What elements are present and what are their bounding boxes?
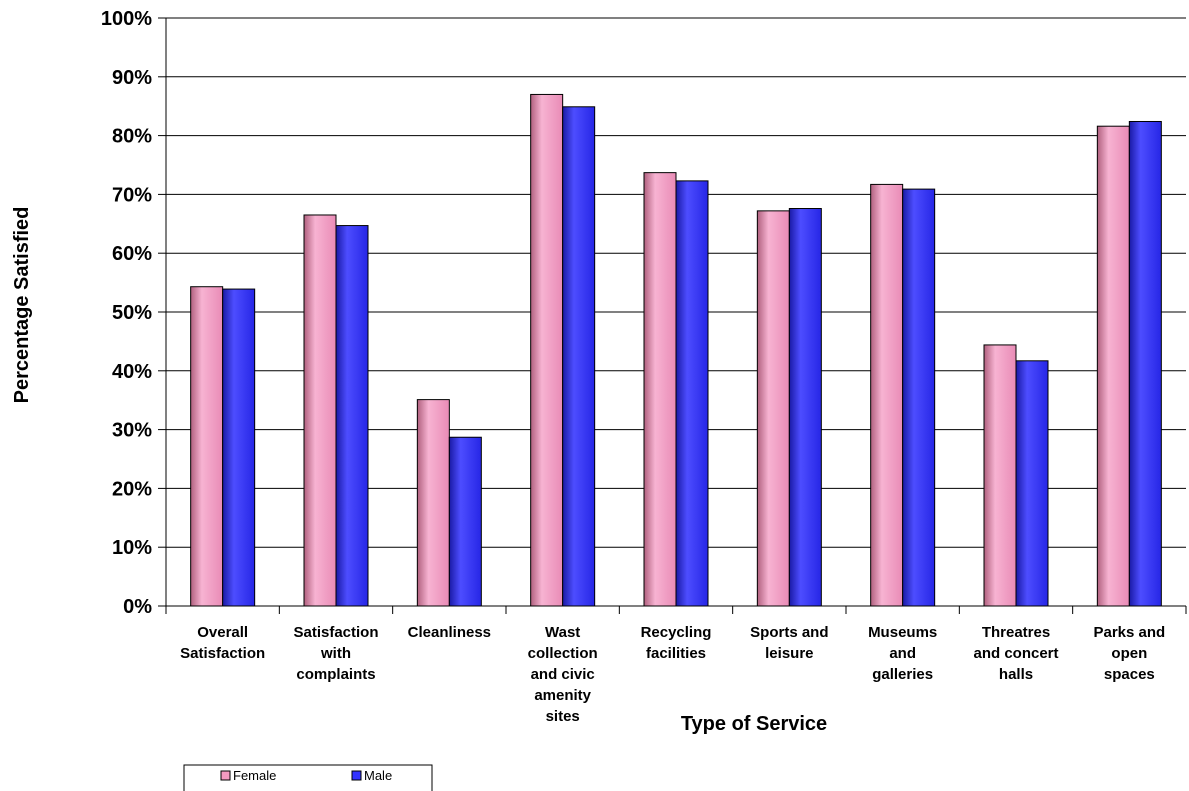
x-category-label: Museums [868,624,937,641]
x-category-label: Recycling [641,624,712,641]
y-tick-label: 40% [112,361,152,383]
bar-male [788,208,822,607]
x-category-label: Parks and [1093,624,1165,641]
x-category-label: open [1111,645,1147,662]
x-category-label: galleries [872,666,933,683]
x-category-label: Satisfaction [180,645,265,662]
legend-swatch-male [351,770,362,781]
x-category-label: collection [528,645,598,662]
y-tick-label: 80% [112,126,152,148]
y-tick-label: 100% [101,8,152,30]
bar-male [1128,120,1162,607]
x-category-label: amenity [534,687,591,704]
x-category-label: and [889,645,916,662]
bars [190,93,1162,607]
x-axis-title: Type of Service [681,713,827,735]
y-tick-label: 90% [112,67,152,89]
bar-male [448,436,482,607]
legend-label-male: Male [364,768,392,783]
y-tick-label: 70% [112,184,152,206]
x-category-label: Sports and [750,624,828,641]
bar-female [530,93,564,607]
bar-female [870,183,904,607]
bar-male [675,180,709,607]
bar-male [335,225,369,607]
x-category-label: Threatres [982,624,1050,641]
y-tick-label: 50% [112,302,152,324]
x-category-label: Wast [545,624,580,641]
x-category-label: and concert [973,645,1058,662]
x-category-label: facilities [646,645,706,662]
x-category-label: spaces [1104,666,1155,683]
bar-female [756,210,790,607]
y-tick-label: 60% [112,243,152,265]
legend: Female Male [183,764,433,791]
x-category-label: Cleanliness [408,624,491,641]
x-category-label: and civic [531,666,595,683]
bar-female [643,172,677,607]
x-category-label: halls [999,666,1033,683]
bar-male [902,188,936,607]
x-category-label: Satisfaction [293,624,378,641]
y-tick-labels: 0% 10% 20% 30% 40% 50% 60% 70% 80% 90% 100% [101,8,152,618]
x-category-labels: Overall Satisfaction Satisfaction with compl… [180,624,1165,725]
legend-swatch-female [220,770,231,781]
x-category-label: complaints [296,666,375,683]
y-tick-label: 0% [123,596,152,618]
axes [165,18,1187,614]
bar-male [562,106,596,607]
x-category-label: leisure [765,645,813,662]
y-tick-label: 30% [112,420,152,442]
y-tick-label: 20% [112,478,152,500]
bar-female [983,344,1017,607]
y-axis-title: Percentage Satisfied [11,207,33,404]
legend-label-female: Female [233,768,276,783]
bar-male [222,288,256,607]
x-category-label: Overall [197,624,248,641]
bar-male [1015,360,1049,607]
bar-female [303,214,337,607]
bar-female [416,399,450,607]
bar-female [1096,125,1130,607]
y-tick-label: 10% [112,537,152,559]
x-category-label: with [320,645,351,662]
x-category-label: sites [546,708,580,725]
bar-female [190,286,224,607]
